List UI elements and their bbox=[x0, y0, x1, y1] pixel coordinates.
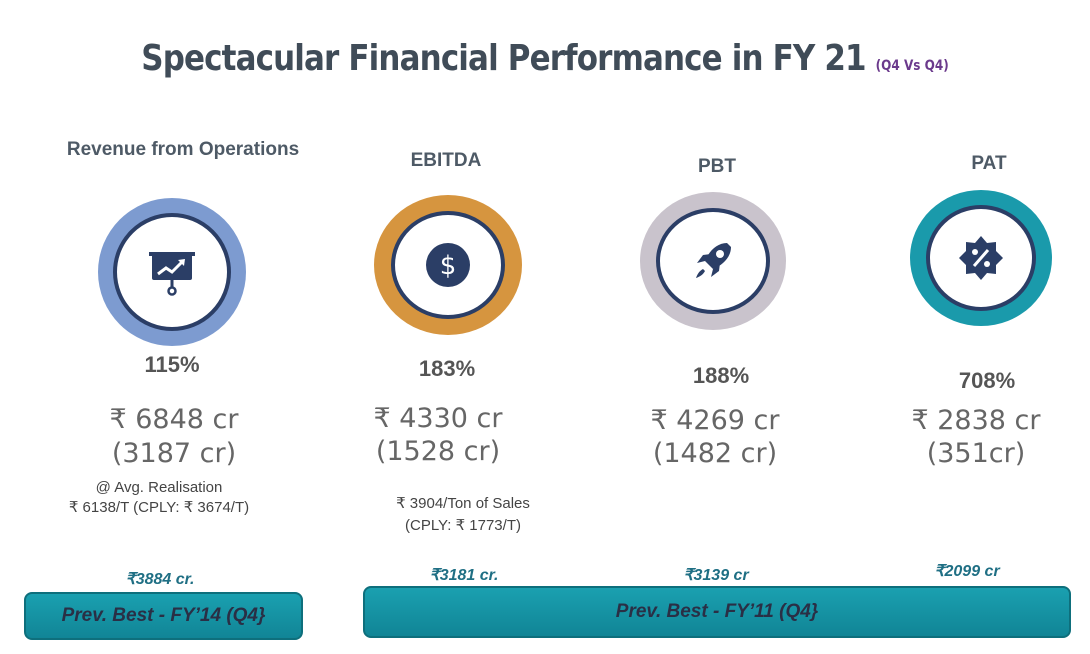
percent-badge-icon bbox=[959, 236, 1003, 280]
ring-pat bbox=[910, 190, 1052, 326]
prev-best-banner-fy11: Prev. Best - FY’11 (Q4} bbox=[363, 586, 1071, 638]
title-subtext: (Q4 Vs Q4) bbox=[875, 58, 949, 74]
note-revenue-line2: ₹ 6138/T (CPLY: ₹ 3674/T) bbox=[68, 499, 250, 516]
prev-amount-ebitda: (1528 cr) bbox=[375, 436, 501, 467]
note-ebitda-line2: (CPLY: ₹ 1773/T) bbox=[405, 517, 521, 534]
prev-amount-revenue: (3187 cr) bbox=[111, 438, 237, 469]
page-title: Spectacular Financial Performance in FY … bbox=[76, 38, 1013, 79]
rocket-icon bbox=[696, 243, 731, 278]
metric-name-ebitda: EBITDA bbox=[410, 150, 482, 171]
note-revenue-line1: @ Avg. Realisation bbox=[95, 479, 223, 496]
prev-best-revenue: ₹3884 cr. bbox=[125, 571, 195, 588]
amount-pat: ₹ 2838 cr bbox=[911, 405, 1041, 436]
growth-revenue: 115% bbox=[144, 352, 200, 377]
svg-text:$: $ bbox=[440, 251, 457, 281]
prev-best-banner-fy14: Prev. Best - FY’14 (Q4} bbox=[24, 592, 303, 640]
ring-revenue bbox=[98, 198, 246, 346]
amount-ebitda: ₹ 4330 cr bbox=[373, 403, 503, 434]
prev-amount-pbt: (1482 cr) bbox=[652, 438, 778, 469]
dollar-icon: $ bbox=[426, 243, 470, 287]
amount-revenue: ₹ 6848 cr bbox=[109, 404, 239, 435]
note-ebitda-line1: ₹ 3904/Ton of Sales bbox=[396, 495, 530, 512]
ring-ebitda: $ bbox=[374, 195, 522, 335]
title-text: Spectacular Financial Performance in FY … bbox=[141, 38, 866, 79]
metric-name-revenue: Revenue from Operations bbox=[66, 139, 300, 160]
growth-pat: 708% bbox=[958, 368, 1016, 393]
metric-name-pat: PAT bbox=[971, 153, 1007, 174]
prev-best-ebitda: ₹3181 cr. bbox=[429, 567, 499, 584]
metric-name-pbt: PBT bbox=[698, 156, 736, 177]
presentation-chart-icon bbox=[149, 252, 195, 296]
ring-pbt bbox=[640, 192, 786, 330]
growth-pbt: 188% bbox=[692, 363, 750, 388]
prev-best-pat: ₹2099 cr bbox=[934, 563, 1000, 580]
growth-ebitda: 183% bbox=[418, 356, 476, 381]
prev-amount-pat: (351cr) bbox=[926, 438, 1026, 469]
prev-best-pbt: ₹3139 cr bbox=[683, 567, 749, 584]
amount-pbt: ₹ 4269 cr bbox=[650, 405, 780, 436]
